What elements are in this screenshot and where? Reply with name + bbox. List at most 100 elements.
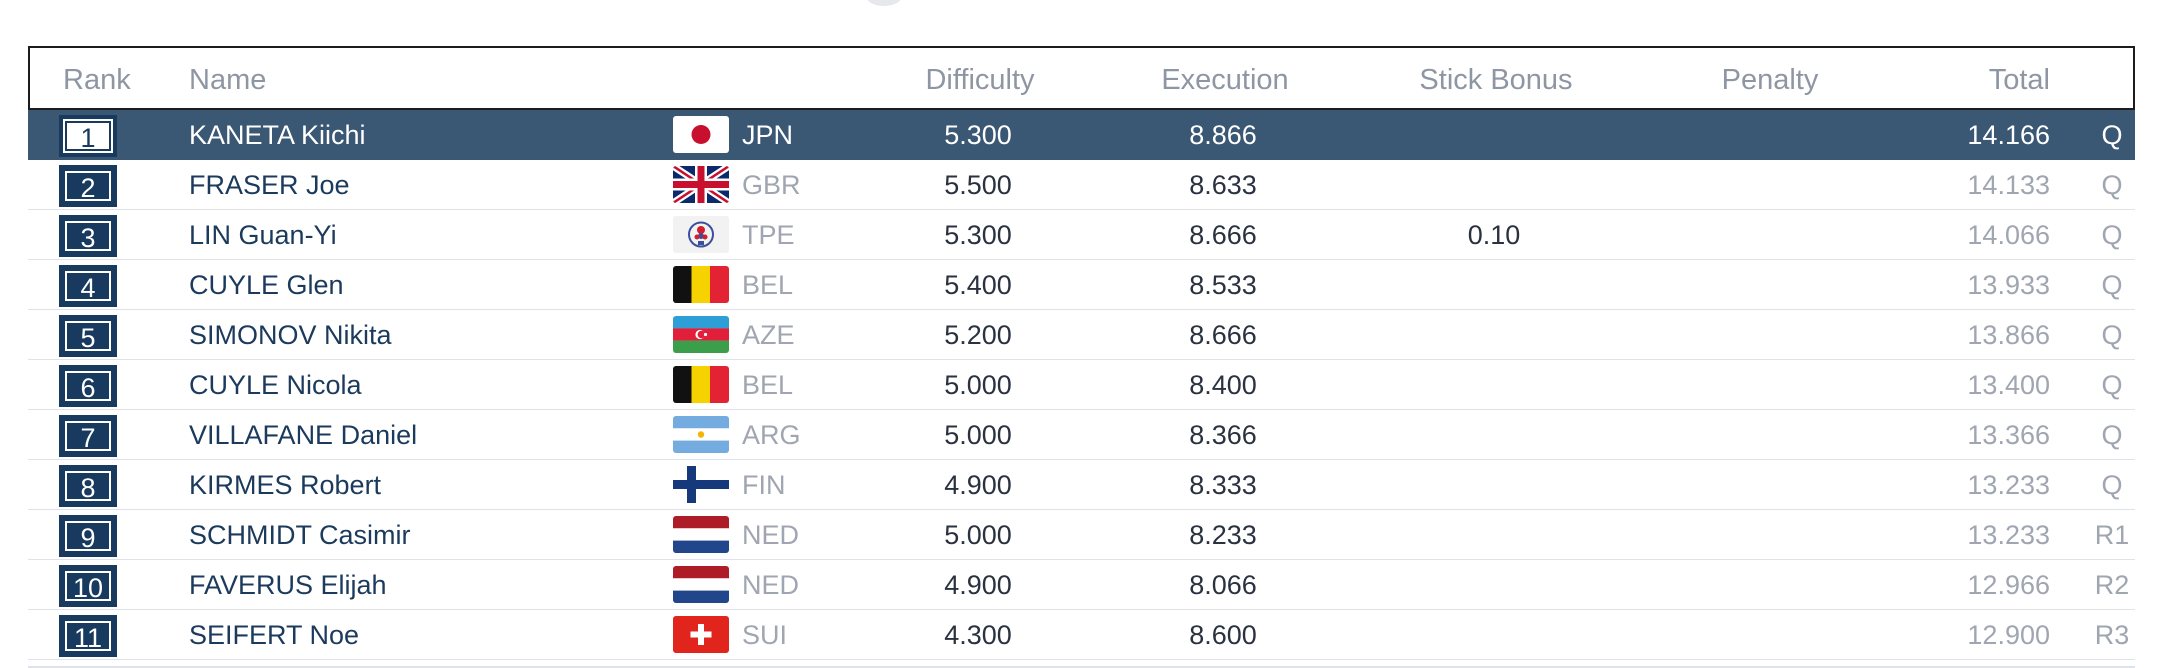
header-rank[interactable]: Rank bbox=[63, 64, 131, 96]
total-score: 13.933 bbox=[1967, 270, 2050, 300]
stick-bonus-score bbox=[1414, 610, 1574, 660]
rank-value: 11 bbox=[65, 621, 111, 653]
table-row[interactable]: 2 FRASER Joe GBR 5.500 8.633 14.133 Q bbox=[28, 160, 2135, 210]
table-row[interactable]: 4 CUYLE Glen BEL 5.400 8.533 13.933 Q bbox=[28, 260, 2135, 310]
total-score: 14.166 bbox=[1967, 120, 2050, 150]
athlete-name[interactable]: VILLAFANE Daniel bbox=[189, 420, 418, 450]
rank-badge: 7 bbox=[59, 415, 117, 457]
stick-bonus-score bbox=[1414, 460, 1574, 510]
table-row[interactable]: 8 KIRMES Robert FIN 4.900 8.333 13.233 Q bbox=[28, 460, 2135, 510]
bel-flag-icon bbox=[673, 366, 729, 403]
difficulty-score: 5.000 bbox=[944, 420, 1012, 450]
table-row[interactable]: 1 KANETA Kiichi JPN 5.300 8.866 14.166 Q bbox=[28, 110, 2135, 160]
qualification-status: R3 bbox=[2094, 620, 2130, 650]
qualification-status: R1 bbox=[2094, 520, 2130, 550]
qualification-status: Q bbox=[2101, 270, 2123, 300]
athlete-name[interactable]: FRASER Joe bbox=[189, 170, 350, 200]
execution-score: 8.333 bbox=[1189, 470, 1257, 500]
ned-flag-icon bbox=[673, 516, 729, 553]
table-header: Rank Name Difficulty Execution Stick Bon… bbox=[28, 46, 2135, 110]
penalty-score bbox=[1688, 110, 1848, 160]
penalty-score bbox=[1688, 510, 1848, 560]
tpe-flag-icon bbox=[673, 216, 729, 253]
qualification-status: Q bbox=[2101, 470, 2123, 500]
difficulty-score: 4.300 bbox=[944, 620, 1012, 650]
table-row[interactable]: 6 CUYLE Nicola BEL 5.000 8.400 13.400 Q bbox=[28, 360, 2135, 410]
nation-code: NED bbox=[742, 520, 800, 550]
rank-value: 6 bbox=[65, 371, 111, 403]
nation-code: TPE bbox=[742, 220, 795, 250]
athlete-name[interactable]: CUYLE Glen bbox=[189, 270, 344, 300]
table-row[interactable]: 9 SCHMIDT Casimir NED 5.000 8.233 13.233… bbox=[28, 510, 2135, 560]
athlete-name[interactable]: SEIFERT Noe bbox=[189, 620, 360, 650]
total-score: 13.400 bbox=[1967, 370, 2050, 400]
qualification-status: Q bbox=[2101, 420, 2123, 450]
penalty-score bbox=[1688, 160, 1848, 210]
rank-badge: 4 bbox=[59, 265, 117, 307]
athlete-name[interactable]: KANETA Kiichi bbox=[189, 120, 366, 150]
execution-score: 8.533 bbox=[1189, 270, 1257, 300]
athlete-name[interactable]: SIMONOV Nikita bbox=[189, 320, 392, 350]
execution-score: 8.233 bbox=[1189, 520, 1257, 550]
stick-bonus-score bbox=[1414, 560, 1574, 610]
total-score: 12.900 bbox=[1967, 620, 2050, 650]
rank-badge: 6 bbox=[59, 365, 117, 407]
arg-flag-icon bbox=[673, 416, 729, 453]
rank-value: 2 bbox=[65, 171, 111, 203]
athlete-name[interactable]: SCHMIDT Casimir bbox=[189, 520, 411, 550]
athlete-name[interactable]: KIRMES Robert bbox=[189, 470, 382, 500]
header-execution[interactable]: Execution bbox=[1161, 64, 1289, 96]
qualification-status: Q bbox=[2101, 320, 2123, 350]
total-score: 13.366 bbox=[1967, 420, 2050, 450]
stick-bonus-score bbox=[1414, 510, 1574, 560]
qualification-status: Q bbox=[2101, 370, 2123, 400]
execution-score: 8.666 bbox=[1189, 320, 1257, 350]
qualification-status: R2 bbox=[2094, 570, 2130, 600]
rank-value: 9 bbox=[65, 521, 111, 553]
difficulty-score: 5.000 bbox=[944, 520, 1012, 550]
penalty-score bbox=[1688, 460, 1848, 510]
header-penalty[interactable]: Penalty bbox=[1721, 64, 1819, 96]
ned-flag-icon bbox=[673, 566, 729, 603]
rank-value: 3 bbox=[65, 221, 111, 253]
header-stick-bonus[interactable]: Stick Bonus bbox=[1419, 64, 1573, 96]
table-row[interactable]: 10 FAVERUS Elijah NED 4.900 8.066 12.966… bbox=[28, 560, 2135, 610]
difficulty-score: 5.500 bbox=[944, 170, 1012, 200]
execution-score: 8.666 bbox=[1189, 220, 1257, 250]
nation-code: JPN bbox=[742, 120, 794, 150]
table-row[interactable]: 3 LIN Guan-Yi TPE 5.300 8.666 0.10 14.06… bbox=[28, 210, 2135, 260]
nation-code: SUI bbox=[742, 620, 788, 650]
penalty-score bbox=[1688, 410, 1848, 460]
rank-badge: 11 bbox=[59, 615, 117, 657]
rank-badge: 8 bbox=[59, 465, 117, 507]
rank-badge: 1 bbox=[59, 115, 117, 157]
difficulty-score: 4.900 bbox=[944, 570, 1012, 600]
rank-value: 4 bbox=[65, 271, 111, 303]
header-name[interactable]: Name bbox=[189, 64, 267, 96]
total-score: 13.233 bbox=[1967, 470, 2050, 500]
total-score: 13.866 bbox=[1967, 320, 2050, 350]
rank-value: 7 bbox=[65, 421, 111, 453]
stick-bonus-score: 0.10 bbox=[1467, 220, 1521, 250]
stick-bonus-score bbox=[1414, 160, 1574, 210]
table-row[interactable]: 5 SIMONOV Nikita AZE 5.200 8.666 13.866 … bbox=[28, 310, 2135, 360]
header-total[interactable]: Total bbox=[1988, 64, 2050, 96]
athlete-name[interactable]: FAVERUS Elijah bbox=[189, 570, 387, 600]
difficulty-score: 5.200 bbox=[944, 320, 1012, 350]
fin-flag-icon bbox=[673, 466, 729, 503]
header-difficulty[interactable]: Difficulty bbox=[925, 64, 1035, 96]
athlete-name[interactable]: LIN Guan-Yi bbox=[189, 220, 337, 250]
table-row[interactable]: 7 VILLAFANE Daniel ARG 5.000 8.366 13.36… bbox=[28, 410, 2135, 460]
difficulty-score: 5.000 bbox=[944, 370, 1012, 400]
nation-code: AZE bbox=[742, 320, 795, 350]
nation-code: NED bbox=[742, 570, 800, 600]
table-row[interactable]: 11 SEIFERT Noe SUI 4.300 8.600 12.900 R3 bbox=[28, 610, 2135, 660]
nation-code: BEL bbox=[742, 270, 794, 300]
athlete-name[interactable]: CUYLE Nicola bbox=[189, 370, 362, 400]
rank-badge: 10 bbox=[59, 565, 117, 607]
stick-bonus-score bbox=[1414, 310, 1574, 360]
rank-badge: 3 bbox=[59, 215, 117, 257]
jpn-flag-icon bbox=[673, 116, 729, 153]
scroll-indicator bbox=[866, 0, 902, 6]
difficulty-score: 5.300 bbox=[944, 220, 1012, 250]
